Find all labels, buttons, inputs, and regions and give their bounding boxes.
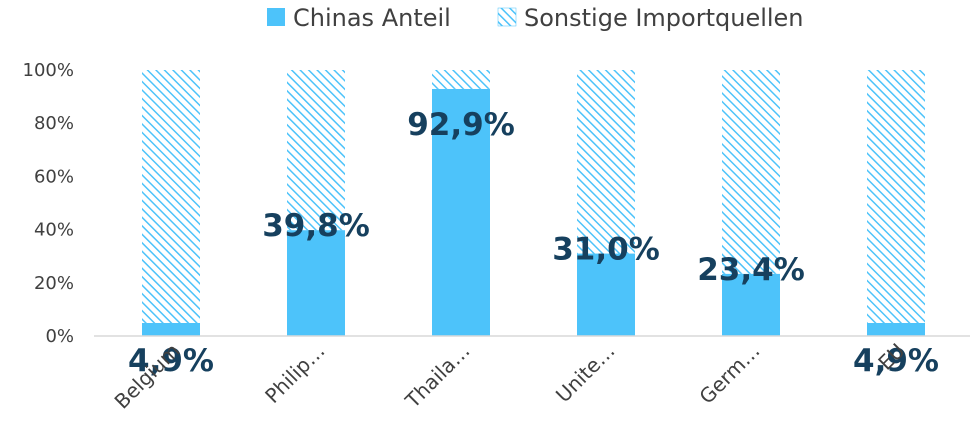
- bars: [142, 70, 925, 336]
- y-tick-label: 40%: [34, 220, 74, 241]
- bar-other-sources: [432, 70, 490, 89]
- data-label: 39,8%: [262, 208, 370, 244]
- legend-label-other-sources: Sonstige Importquellen: [524, 4, 804, 32]
- bar-other-sources: [142, 70, 200, 323]
- x-tick-label: Unite…: [551, 339, 620, 408]
- data-label: 23,4%: [697, 252, 805, 288]
- y-tick-label: 60%: [34, 166, 74, 187]
- bar-china-share: [577, 253, 635, 336]
- legend-swatch-other-sources: [497, 7, 517, 27]
- x-tick-label: Philip…: [260, 339, 329, 408]
- data-label: 31,0%: [552, 232, 660, 268]
- x-tick-label: Germ…: [694, 339, 764, 409]
- bar-other-sources: [722, 70, 780, 274]
- x-tick-label: Thaila…: [400, 339, 475, 414]
- legend-swatch-china-share: [267, 8, 285, 26]
- bar-china-share: [867, 322, 925, 336]
- bar-china-share: [722, 273, 780, 336]
- bar-other-sources: [287, 70, 345, 231]
- data-label: 4,9%: [128, 343, 214, 379]
- y-tick-label: 80%: [34, 113, 74, 134]
- data-labels: 4,9% 39,8% 92,9% 31,0% 23,4% 4,9%: [128, 107, 939, 379]
- bar-china-share: [287, 230, 345, 336]
- bar-other-sources: [577, 70, 635, 254]
- y-tick-label: 20%: [34, 273, 74, 294]
- bar-china-share: [432, 88, 490, 336]
- y-axis: 0% 20% 40% 60% 80% 100%: [23, 60, 74, 347]
- bar-other-sources: [867, 70, 925, 323]
- bar-china-share: [142, 322, 200, 336]
- data-label: 92,9%: [407, 107, 515, 143]
- y-tick-label: 0%: [45, 326, 74, 347]
- data-label: 4,9%: [853, 343, 939, 379]
- legend-label-china-share: Chinas Anteil: [293, 4, 451, 32]
- y-tick-label: 100%: [23, 60, 74, 81]
- x-axis-labels: Belgium Philip… Thaila… Unite… Germ… EU: [110, 339, 910, 414]
- legend: Chinas Anteil Sonstige Importquellen: [267, 4, 804, 32]
